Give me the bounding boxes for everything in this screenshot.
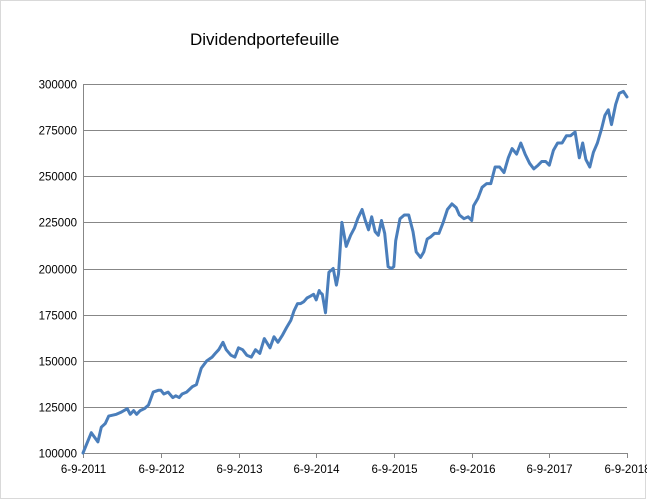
y-tick-labels: 100000 125000 150000 175000 200000 225000 2500… bbox=[39, 80, 77, 461]
axes bbox=[83, 84, 628, 458]
y-tick-label: 175000 bbox=[39, 311, 77, 323]
series-line-0 bbox=[81, 89, 629, 455]
y-tick-label: 275000 bbox=[39, 126, 77, 138]
gridlines bbox=[83, 84, 627, 408]
x-tick-label: 6-9-2016 bbox=[449, 464, 495, 476]
x-tick-label: 6-9-2017 bbox=[526, 464, 572, 476]
y-tick-label: 125000 bbox=[39, 403, 77, 415]
x-tick-label: 6-9-2018 bbox=[604, 464, 647, 476]
series-layer bbox=[81, 89, 629, 455]
x-tick-label: 6-9-2012 bbox=[138, 464, 184, 476]
chart-title: Dividendportefeuille bbox=[190, 30, 340, 49]
x-tick-label: 6-9-2011 bbox=[61, 464, 106, 476]
x-tick-labels: 6-9-2011 6-9-2012 6-9-2013 6-9-2014 6-9-2015… bbox=[61, 464, 647, 476]
y-tick-label: 250000 bbox=[39, 172, 77, 184]
x-tick-label: 6-9-2013 bbox=[216, 464, 262, 476]
y-tick-label: 150000 bbox=[39, 357, 77, 369]
y-tick-label: 225000 bbox=[39, 218, 77, 230]
y-tick-label: 300000 bbox=[39, 80, 77, 92]
x-tick-label: 6-9-2014 bbox=[293, 464, 340, 476]
x-tick-label: 6-9-2015 bbox=[371, 464, 417, 476]
y-tick-label: 100000 bbox=[39, 449, 77, 461]
y-tick-label: 200000 bbox=[39, 265, 77, 277]
